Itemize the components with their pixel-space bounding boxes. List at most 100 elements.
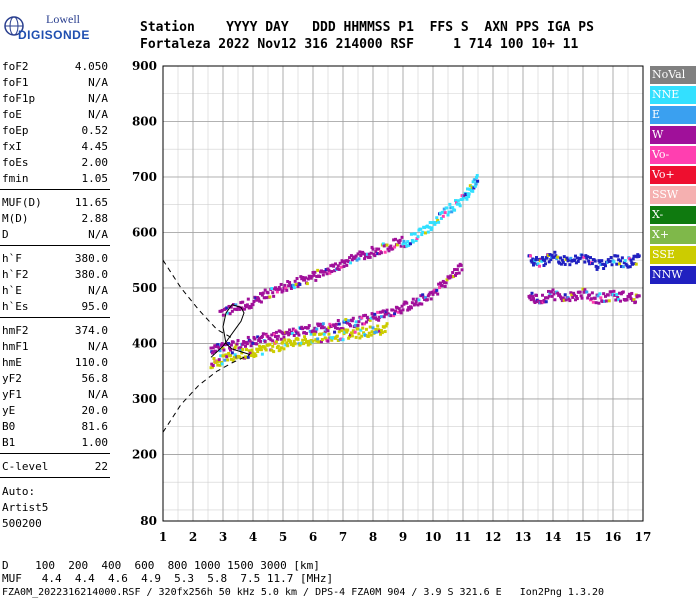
param-name: yE <box>2 404 16 417</box>
param-value: N/A <box>88 228 108 241</box>
echo-point <box>406 308 410 312</box>
y-tick-label: 400 <box>132 336 157 350</box>
echo-point <box>361 250 365 254</box>
echo-point <box>427 292 431 296</box>
echo-point <box>414 239 418 243</box>
echo-point <box>268 342 272 346</box>
echo-point <box>253 337 257 341</box>
echo-point <box>260 293 264 297</box>
param-value: 22 <box>94 460 108 473</box>
y-tick-label: 80 <box>140 514 157 528</box>
echo-point <box>616 254 620 258</box>
echo-point <box>530 260 534 264</box>
echo-point <box>216 363 220 367</box>
echo-point <box>301 327 305 331</box>
echo-point <box>590 291 594 295</box>
echo-point <box>363 322 367 326</box>
echo-point <box>322 326 326 330</box>
echo-point <box>360 334 364 338</box>
echo-point <box>348 256 352 260</box>
echo-point <box>279 337 283 341</box>
echo-point <box>320 270 324 274</box>
echo-point <box>574 261 578 265</box>
echo-point <box>284 343 288 347</box>
echo-point <box>464 196 468 200</box>
echo-point <box>379 332 382 336</box>
echo-point <box>217 358 221 362</box>
echo-point <box>609 290 613 294</box>
echo-point <box>350 334 354 338</box>
echo-point <box>263 339 267 343</box>
param-value: 4.050 <box>74 60 108 73</box>
echo-point <box>596 294 600 298</box>
echo-point <box>335 334 339 338</box>
echo-point <box>217 359 220 363</box>
echo-point <box>450 210 454 214</box>
echo-point <box>365 252 369 256</box>
echo-point <box>323 330 327 334</box>
echo-point <box>582 255 586 259</box>
param-value: 11.65 <box>74 196 108 209</box>
echo-point <box>290 331 294 335</box>
echo-point <box>372 316 376 320</box>
x-tick-label: 9 <box>399 530 407 544</box>
echo-point <box>355 258 359 262</box>
param-row: foF2 4.050 <box>2 60 108 73</box>
echo-point <box>268 295 272 299</box>
echo-point <box>558 293 562 297</box>
echo-point <box>245 342 249 346</box>
echo-point <box>400 235 404 239</box>
echo-point <box>305 282 309 286</box>
echo-point <box>281 289 285 293</box>
echo-point <box>379 251 383 255</box>
echo-point <box>239 301 243 305</box>
echo-point <box>296 284 300 288</box>
echo-point <box>422 295 426 299</box>
echo-point <box>396 310 400 314</box>
echo-point <box>444 281 448 285</box>
echo-point <box>528 296 532 300</box>
echo-point <box>285 341 289 345</box>
echo-point <box>550 294 554 298</box>
echo-point <box>605 260 609 264</box>
echo-point <box>573 293 577 297</box>
legend-item-vo-: Vo- <box>650 146 696 164</box>
echo-point <box>334 326 337 330</box>
echo-point <box>588 262 592 266</box>
echo-point <box>393 312 397 316</box>
echo-point <box>546 296 550 300</box>
echo-point <box>312 273 316 277</box>
echo-point <box>395 306 399 310</box>
echo-point <box>221 313 225 317</box>
echo-point <box>367 252 371 256</box>
echo-point <box>539 257 543 261</box>
echo-point <box>460 268 464 272</box>
echo-point <box>531 295 535 299</box>
echo-point <box>225 355 229 359</box>
echo-point <box>229 353 232 357</box>
echo-point <box>449 206 453 210</box>
echo-point <box>345 263 349 267</box>
echo-point <box>302 342 306 346</box>
echo-point <box>335 267 339 271</box>
echo-point <box>273 333 277 337</box>
echo-point <box>418 302 422 306</box>
param-row: h`F 380.0 <box>2 252 108 265</box>
echo-point <box>402 302 406 306</box>
echo-point <box>619 259 622 263</box>
echo-point <box>276 334 280 338</box>
echo-point <box>241 348 245 352</box>
echo-point <box>611 293 615 297</box>
x-tick-label: 10 <box>425 530 442 544</box>
echo-point <box>290 342 294 346</box>
echo-point <box>293 279 297 283</box>
echo-point <box>599 296 603 300</box>
echo-point <box>281 340 285 344</box>
echo-point <box>336 319 340 323</box>
echo-point <box>252 300 256 304</box>
echo-point <box>240 351 244 355</box>
echo-point <box>279 346 283 350</box>
echo-point <box>391 247 395 251</box>
echo-point <box>424 296 427 300</box>
echo-point <box>261 332 265 336</box>
